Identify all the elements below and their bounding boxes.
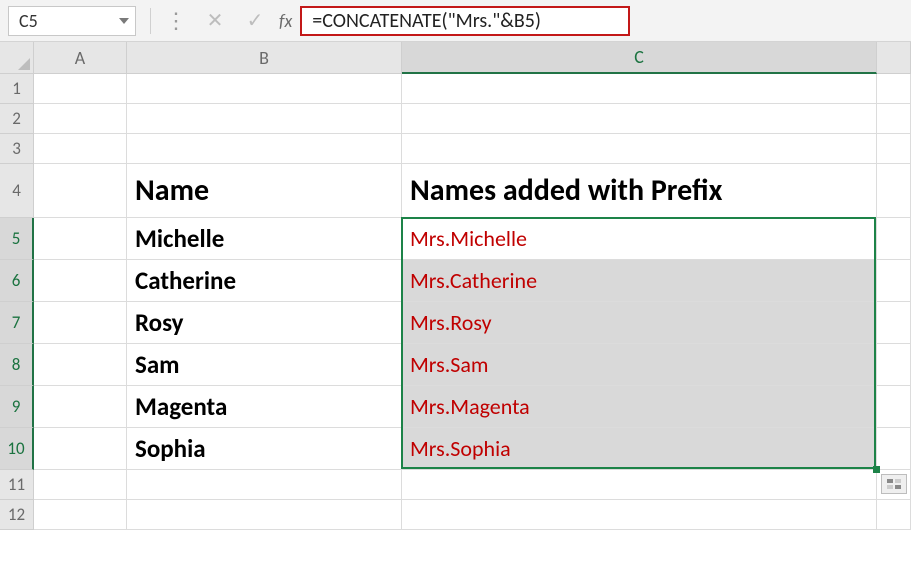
col-header-next[interactable] — [877, 42, 911, 74]
cell[interactable] — [877, 344, 911, 386]
cell[interactable] — [877, 74, 911, 104]
cell[interactable]: Names added with Prefix — [402, 164, 877, 218]
cell[interactable] — [127, 74, 402, 104]
cell[interactable] — [34, 302, 127, 344]
row-header-11[interactable]: 11 — [0, 470, 34, 500]
cell[interactable] — [402, 470, 877, 500]
cell[interactable] — [34, 344, 127, 386]
cell[interactable]: Name — [127, 164, 402, 218]
cell[interactable]: Sam — [127, 344, 402, 386]
cell[interactable] — [34, 104, 127, 134]
cell[interactable] — [34, 218, 127, 260]
name-box-value: C5 — [19, 10, 38, 32]
formula-input[interactable]: =CONCATENATE("Mrs."&B5) — [300, 6, 630, 36]
col-header-C[interactable]: C — [402, 42, 877, 74]
cell[interactable] — [34, 386, 127, 428]
close-icon: ✕ — [207, 8, 224, 33]
cell[interactable]: Mrs.Sophia — [402, 428, 877, 470]
cell[interactable]: Sophia — [127, 428, 402, 470]
cell[interactable] — [877, 104, 911, 134]
row-header-4[interactable]: 4 — [0, 164, 34, 218]
row-header-6[interactable]: 6 — [0, 260, 34, 302]
cell[interactable] — [877, 134, 911, 164]
cell[interactable] — [127, 500, 402, 530]
cell[interactable] — [34, 500, 127, 530]
row-header-9[interactable]: 9 — [0, 386, 34, 428]
cell[interactable]: Mrs.Rosy — [402, 302, 877, 344]
formula-bar: C5 ⋮ ✕ ✓ fx =CONCATENATE("Mrs."&B5) — [0, 0, 911, 42]
cell[interactable]: Mrs.Catherine — [402, 260, 877, 302]
cell[interactable] — [127, 470, 402, 500]
column-headers: A B C — [34, 42, 911, 74]
cell[interactable] — [877, 428, 911, 470]
cell[interactable] — [877, 500, 911, 530]
row-header-12[interactable]: 12 — [0, 500, 34, 530]
cell[interactable]: Mrs.Michelle — [402, 218, 877, 260]
cell[interactable] — [34, 164, 127, 218]
cell[interactable]: Rosy — [127, 302, 402, 344]
col-header-A[interactable]: A — [34, 42, 127, 74]
cell[interactable] — [877, 164, 911, 218]
cell[interactable] — [34, 470, 127, 500]
separator — [150, 8, 151, 34]
cell[interactable] — [877, 302, 911, 344]
row-header-2[interactable]: 2 — [0, 104, 34, 134]
formula-text: =CONCATENATE("Mrs."&B5) — [312, 9, 541, 33]
col-header-B[interactable]: B — [127, 42, 402, 74]
more-icon[interactable]: ⋮ — [165, 10, 185, 32]
cell[interactable]: Catherine — [127, 260, 402, 302]
cell-grid[interactable]: NameNames added with PrefixMichelleMrs.M… — [34, 74, 911, 569]
cell[interactable] — [877, 386, 911, 428]
row-header-7[interactable]: 7 — [0, 302, 34, 344]
row-header-10[interactable]: 10 — [0, 428, 34, 470]
row-header-8[interactable]: 8 — [0, 344, 34, 386]
cell[interactable] — [34, 134, 127, 164]
cell[interactable] — [877, 260, 911, 302]
quick-analysis-icon[interactable] — [881, 474, 907, 494]
cell[interactable]: Mrs.Magenta — [402, 386, 877, 428]
chevron-down-icon[interactable] — [119, 18, 129, 24]
row-header-3[interactable]: 3 — [0, 134, 34, 164]
name-box[interactable]: C5 — [8, 6, 136, 36]
cell[interactable] — [402, 134, 877, 164]
cell[interactable] — [877, 218, 911, 260]
cell[interactable] — [127, 104, 402, 134]
row-header-1[interactable]: 1 — [0, 74, 34, 104]
cell[interactable] — [127, 134, 402, 164]
cell[interactable]: Michelle — [127, 218, 402, 260]
cell[interactable] — [34, 428, 127, 470]
cell[interactable]: Mrs.Sam — [402, 344, 877, 386]
cell[interactable] — [402, 74, 877, 104]
select-all-triangle[interactable] — [0, 42, 34, 74]
spreadsheet: A B C 123456789101112 NameNames added wi… — [0, 42, 911, 569]
cancel-formula-button[interactable]: ✕ — [201, 7, 229, 35]
row-header-5[interactable]: 5 — [0, 218, 34, 260]
cell[interactable] — [402, 104, 877, 134]
check-icon: ✓ — [247, 8, 264, 33]
cell[interactable] — [34, 74, 127, 104]
cell[interactable] — [34, 260, 127, 302]
cell[interactable]: Magenta — [127, 386, 402, 428]
fx-label[interactable]: fx — [279, 10, 292, 32]
row-headers: 123456789101112 — [0, 74, 34, 530]
cell[interactable] — [402, 500, 877, 530]
accept-formula-button[interactable]: ✓ — [241, 7, 269, 35]
